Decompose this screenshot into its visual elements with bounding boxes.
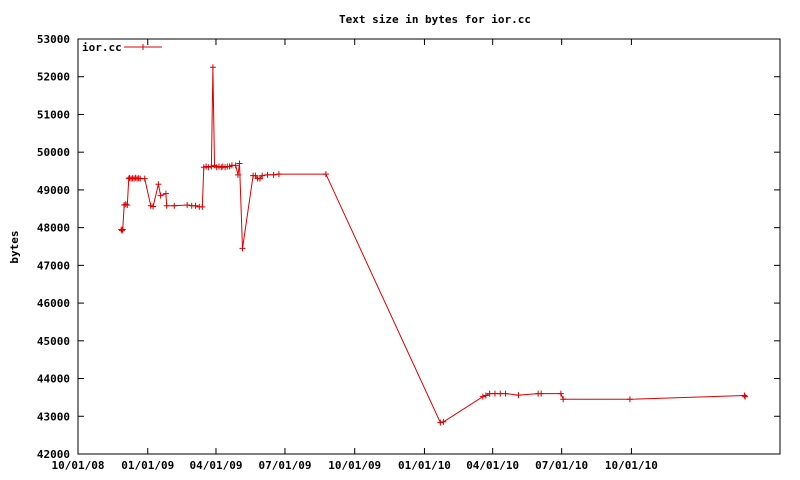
data-point bbox=[322, 171, 329, 178]
data-point bbox=[479, 393, 486, 400]
legend-marker bbox=[140, 44, 146, 50]
x-tick-label: 10/01/09 bbox=[328, 459, 381, 472]
data-point bbox=[560, 396, 567, 403]
y-tick-label: 53000 bbox=[37, 33, 70, 46]
data-point bbox=[208, 163, 215, 170]
data-point bbox=[141, 175, 148, 182]
x-tick-label: 04/01/09 bbox=[189, 459, 242, 472]
data-point bbox=[502, 390, 509, 397]
data-point bbox=[118, 227, 125, 234]
data-point bbox=[515, 392, 522, 399]
data-point bbox=[275, 171, 282, 178]
y-axis-label: bytes bbox=[8, 230, 21, 263]
data-point bbox=[163, 202, 170, 209]
data-point bbox=[256, 175, 263, 182]
data-point bbox=[232, 162, 239, 169]
data-point bbox=[252, 172, 259, 179]
data-point bbox=[440, 418, 447, 425]
x-tick-label: 07/01/09 bbox=[258, 459, 311, 472]
data-point bbox=[162, 190, 169, 197]
y-tick-label: 52000 bbox=[37, 71, 70, 84]
series-layer bbox=[118, 64, 749, 426]
x-tick-label: 10/01/10 bbox=[605, 459, 658, 472]
data-point bbox=[124, 202, 131, 208]
data-point bbox=[205, 164, 212, 171]
data-point bbox=[557, 390, 564, 397]
data-point bbox=[538, 390, 545, 397]
x-tick-label: 01/01/10 bbox=[398, 459, 451, 472]
data-point bbox=[486, 390, 493, 397]
data-point bbox=[119, 226, 126, 233]
data-point bbox=[155, 181, 162, 188]
data-point bbox=[437, 419, 444, 426]
data-point bbox=[259, 172, 266, 179]
data-point bbox=[150, 203, 157, 210]
y-tick-label: 49000 bbox=[37, 184, 70, 197]
y-axis-ticks: 42000 43000 44000 45000 46000 47000 48000 49000… bbox=[37, 33, 780, 461]
data-point bbox=[741, 392, 748, 399]
plot-frame bbox=[77, 38, 781, 455]
data-point bbox=[239, 245, 246, 252]
data-point bbox=[491, 390, 498, 397]
data-point bbox=[482, 392, 489, 399]
data-point bbox=[192, 202, 199, 209]
y-tick-label: 50000 bbox=[37, 146, 70, 159]
y-tick-label: 43000 bbox=[37, 410, 70, 423]
data-point bbox=[209, 64, 216, 71]
x-tick-label: 04/01/10 bbox=[466, 459, 519, 472]
x-tick-label: 10/01/08 bbox=[52, 459, 105, 472]
legend: ior.cc bbox=[82, 41, 162, 54]
data-point bbox=[742, 393, 749, 400]
data-point bbox=[626, 396, 633, 403]
x-tick-label: 01/01/09 bbox=[121, 459, 174, 472]
data-point bbox=[497, 390, 504, 397]
series-line bbox=[120, 67, 746, 424]
data-point bbox=[264, 171, 271, 178]
x-tick-label: 07/01/10 bbox=[535, 459, 588, 472]
y-tick-label: 42000 bbox=[37, 448, 70, 461]
y-tick-label: 47000 bbox=[37, 259, 70, 272]
y-tick-label: 45000 bbox=[37, 335, 70, 348]
data-point bbox=[236, 160, 243, 167]
data-point bbox=[270, 171, 277, 178]
data-point bbox=[234, 171, 241, 178]
x-axis-ticks: 10/01/08 01/01/09 04/01/09 07/01/09 10/01/09… bbox=[52, 39, 658, 472]
data-point bbox=[171, 202, 178, 209]
data-point bbox=[157, 192, 164, 199]
y-tick-label: 46000 bbox=[37, 297, 70, 310]
y-tick-label: 48000 bbox=[37, 222, 70, 235]
data-point bbox=[199, 203, 206, 210]
y-tick-label: 51000 bbox=[37, 108, 70, 121]
data-point bbox=[184, 202, 191, 208]
chart-title: Text size in bytes for ior.cc bbox=[339, 13, 531, 26]
legend-label: ior.cc bbox=[82, 41, 122, 54]
y-tick-label: 44000 bbox=[37, 373, 70, 386]
